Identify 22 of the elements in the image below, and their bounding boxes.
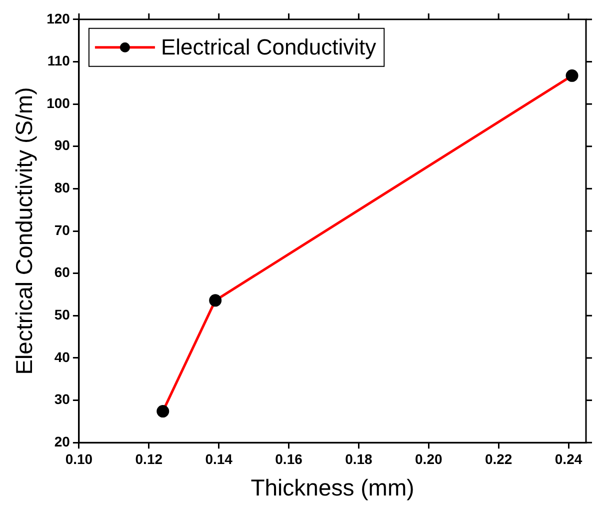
legend-label: Electrical Conductivity [160, 34, 376, 60]
x-tick-label: 0.24 [554, 450, 582, 467]
y-tick-label: 30 [54, 391, 70, 408]
x-tick-label: 0.18 [345, 450, 373, 467]
x-tick-label: 0.14 [205, 450, 233, 467]
y-tick-label: 20 [54, 433, 70, 450]
y-tick-label: 100 [46, 94, 70, 111]
y-tick-label: 110 [47, 52, 70, 69]
x-tick-label: 0.22 [484, 450, 512, 467]
x-tick-label: 0.10 [65, 450, 93, 467]
y-tick-label: 60 [54, 264, 70, 280]
y-axis-title: Electrical Conductivity (S/m) [11, 87, 38, 375]
x-tick-label: 0.20 [415, 450, 442, 467]
y-tick-label: 80 [54, 180, 70, 196]
y-tick-label: 40 [54, 348, 70, 365]
y-tick-label: 120 [46, 10, 70, 26]
y-tick-label: 90 [54, 137, 70, 154]
y-tick-label: 70 [54, 222, 70, 238]
x-tick-label: 0.16 [275, 450, 303, 467]
y-tick-label: 50 [54, 306, 70, 322]
x-tick-label: 0.12 [135, 450, 163, 467]
x-axis-title: Thickness (mm) [250, 474, 414, 501]
